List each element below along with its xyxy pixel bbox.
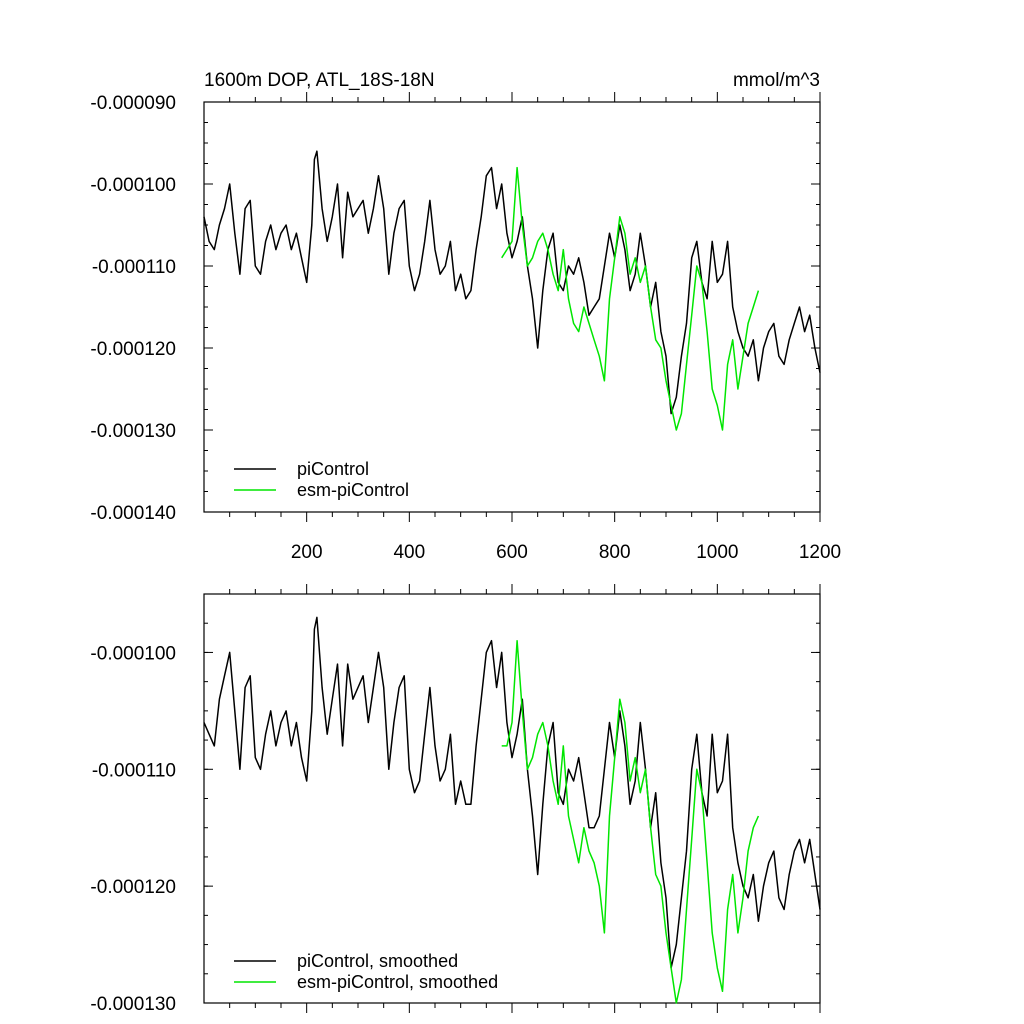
ticks-bottom: -0.000100 -0.000110 -0.000120 -0.000130 <box>90 584 821 1015</box>
y-tick-label-top-0: -0.000090 <box>90 93 176 114</box>
y-tick-label-top-5: -0.000140 <box>90 503 176 524</box>
y-tick-label-top-1: -0.000100 <box>90 175 176 196</box>
y-tick-label-bottom-0: -0.000100 <box>90 643 176 664</box>
series-group-bottom <box>203 616 821 1004</box>
series-line-top-0 <box>203 150 821 415</box>
x-tick-label-top-3: 800 <box>599 542 631 563</box>
x-tick-label-top-4: 1000 <box>696 542 738 563</box>
x-tick-label-top-1: 400 <box>393 542 425 563</box>
y-tick-label-top-2: -0.000110 <box>92 257 176 278</box>
plot-frame-bottom <box>203 593 821 1004</box>
chart-title: 1600m DOP, ATL_18S-18N <box>204 70 435 91</box>
chart-units-label: mmol/m^3 <box>733 70 820 91</box>
legend-bottom: piControl, smoothed esm-piControl, smoot… <box>234 951 498 992</box>
chart-top-panel: 1600m DOP, ATL_18S-18N mmol/m^3 -0.00009… <box>90 70 841 563</box>
legend-label-picontrol: piControl <box>297 459 369 479</box>
y-tick-label-top-4: -0.000130 <box>90 421 176 442</box>
series-line-top-1 <box>501 166 760 431</box>
y-tick-label-top-3: -0.000120 <box>90 339 176 360</box>
series-group-top <box>203 150 821 431</box>
y-tick-label-bottom-1: -0.000110 <box>92 760 176 781</box>
plot-frame-top <box>203 101 821 513</box>
y-tick-label-bottom-2: -0.000120 <box>90 877 176 898</box>
legend-top: piControl esm-piControl <box>234 459 409 500</box>
x-tick-label-top-2: 600 <box>496 542 528 563</box>
chart-bottom-panel: -0.000100 -0.000110 -0.000120 -0.000130 piC… <box>90 584 821 1015</box>
legend-label-esm-picontrol: esm-piControl <box>297 480 409 500</box>
legend-label-picontrol-smoothed: piControl, smoothed <box>297 951 458 971</box>
series-line-bottom-1 <box>501 639 760 1004</box>
x-tick-label-top-5: 1200 <box>799 542 841 563</box>
y-tick-label-bottom-3: -0.000130 <box>90 994 176 1015</box>
ticks-top: -0.000090 -0.000100 -0.000110 -0.000120 -0.0… <box>90 92 841 563</box>
series-line-bottom-0 <box>203 616 821 969</box>
legend-label-esm-picontrol-smoothed: esm-piControl, smoothed <box>297 972 498 992</box>
x-tick-label-top-0: 200 <box>291 542 323 563</box>
